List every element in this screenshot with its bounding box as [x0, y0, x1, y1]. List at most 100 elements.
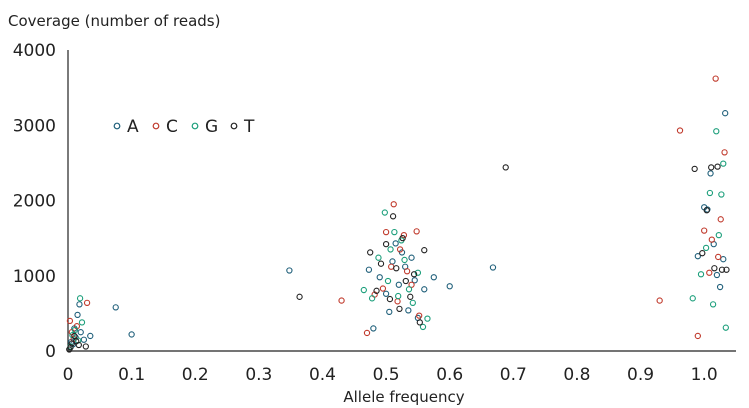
legend-marker-a [113, 122, 121, 130]
legend-label-c: C [166, 117, 178, 137]
data-point-g [384, 277, 392, 285]
data-point-t [723, 266, 730, 273]
data-point-a [80, 336, 88, 343]
data-point-c [390, 201, 397, 208]
data-point-g [697, 271, 705, 278]
data-point-t [416, 319, 423, 326]
data-point-a [489, 264, 497, 271]
data-point-g [395, 292, 402, 300]
data-point-g [409, 299, 416, 306]
data-point-c [712, 75, 719, 82]
data-point-g [424, 315, 431, 322]
data-point-a [77, 329, 84, 336]
data-point-g [718, 191, 725, 198]
data-point-t [393, 265, 400, 272]
x-tick-label: 0.1 [118, 365, 145, 385]
data-point-a [408, 254, 415, 261]
data-point-g [715, 231, 722, 239]
legend-marker-c [152, 122, 160, 130]
data-point-g [78, 319, 86, 326]
data-point-t [711, 265, 718, 272]
data-point-g [689, 295, 696, 302]
x-tick-label: 0.5 [373, 365, 400, 385]
data-point-a [722, 110, 729, 117]
x-tick-label: 0.4 [309, 365, 336, 385]
data-point-a [74, 311, 81, 319]
data-point-g [706, 189, 714, 197]
data-point-g [381, 209, 388, 216]
data-point-c [363, 329, 371, 337]
data-point-t [714, 163, 721, 170]
data-point-c [83, 299, 91, 306]
data-point-g [375, 254, 382, 261]
data-point-g [709, 301, 717, 308]
data-points [66, 75, 730, 353]
data-point-t [367, 249, 374, 256]
legend-label-a: A [127, 117, 139, 137]
data-point-c [403, 268, 411, 275]
data-point-t [71, 332, 78, 340]
data-point-t [718, 266, 726, 273]
data-point-t [382, 240, 390, 248]
data-point-a [112, 304, 119, 311]
data-point-a [286, 267, 293, 274]
y-tick-label: 1000 [13, 267, 56, 287]
data-point-g [722, 324, 729, 331]
data-point-a [386, 308, 393, 316]
y-ticks: 0 1000 2000 3000 4000 [13, 41, 56, 362]
data-point-a [707, 170, 714, 177]
data-point-c [706, 269, 713, 276]
data-point-a [87, 332, 94, 340]
x-tick-label: 0.8 [563, 365, 590, 385]
x-tick-label: 0.7 [500, 365, 527, 385]
data-point-a [365, 266, 373, 273]
data-point-t [407, 293, 414, 300]
data-point-c [408, 281, 415, 288]
y-tick-label: 0 [45, 342, 56, 362]
data-point-a [411, 277, 418, 284]
data-point-t [421, 247, 428, 254]
data-point-c [388, 263, 395, 270]
data-point-g [702, 244, 710, 252]
data-point-t [691, 165, 698, 173]
data-point-g [405, 286, 413, 293]
data-point-g [360, 286, 367, 294]
data-point-g [713, 128, 720, 135]
data-point-a [716, 283, 724, 291]
data-point-c [413, 228, 420, 235]
data-point-t [708, 164, 715, 171]
data-point-g [720, 160, 727, 167]
x-tick-label: 0.2 [182, 365, 209, 385]
data-point-c [708, 236, 715, 243]
data-point-a [76, 301, 83, 308]
y-tick-label: 2000 [13, 192, 56, 212]
data-point-c [66, 317, 74, 325]
data-point-c [382, 228, 390, 236]
data-point-t [703, 207, 710, 214]
data-point-c [701, 227, 708, 234]
data-point-a [421, 286, 428, 293]
x-tick-label: 0 [63, 365, 74, 385]
data-point-t [410, 271, 418, 278]
data-point-g [419, 323, 427, 331]
y-tick-label: 3000 [13, 116, 56, 136]
data-point-t [296, 293, 303, 300]
data-point-a [446, 283, 453, 290]
data-point-c [396, 246, 404, 253]
data-point-c [676, 127, 684, 134]
x-tick-label: 0.9 [627, 365, 654, 385]
data-point-a [395, 281, 402, 288]
data-point-t [82, 343, 89, 350]
data-point-a [128, 331, 135, 338]
data-point-t [377, 260, 385, 267]
data-point-a [405, 307, 412, 314]
data-point-a [392, 240, 399, 247]
data-point-a [713, 271, 721, 279]
data-point-t [389, 213, 397, 220]
data-point-t [67, 344, 74, 351]
data-point-c [394, 298, 401, 305]
data-point-t [386, 295, 394, 303]
data-point-t [699, 250, 706, 257]
